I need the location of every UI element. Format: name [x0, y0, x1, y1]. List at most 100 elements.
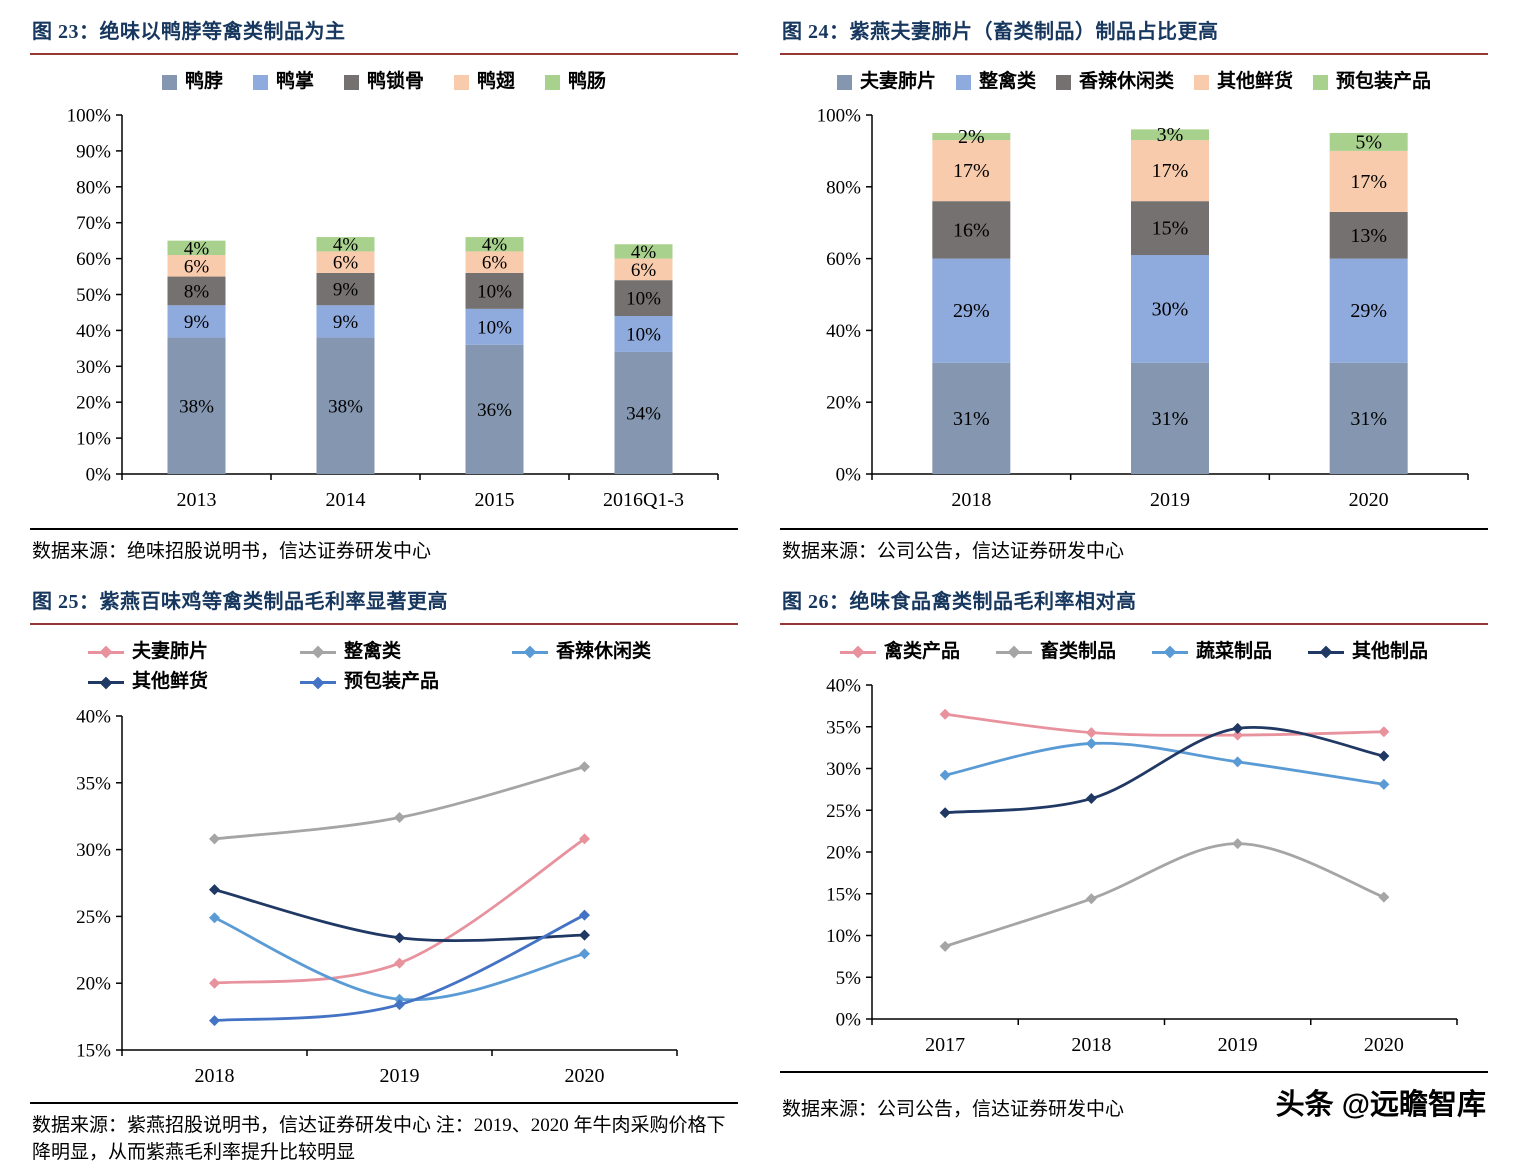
y-axis-label: 15% — [826, 885, 861, 906]
legend-item-鸭肠: 鸭肠 — [545, 67, 606, 97]
x-axis-label: 2020 — [1364, 1034, 1404, 1056]
legend-diamond-icon — [311, 645, 325, 659]
legend-label: 蔬菜制品 — [1196, 640, 1273, 662]
legend-label: 其他制品 — [1352, 640, 1429, 662]
y-axis-label: 0% — [86, 465, 112, 486]
figure-26-source: 数据来源：公司公告，信达证券研发中心 — [782, 1098, 1125, 1120]
bar-value-label: 3% — [1157, 125, 1184, 147]
bar-segment — [1329, 151, 1408, 213]
x-axis-label: 2018 — [1071, 1034, 1111, 1056]
x-axis-label: 2020 — [1349, 489, 1389, 511]
y-axis-label: 20% — [826, 393, 861, 414]
bar-segment — [465, 345, 524, 475]
bar-segment — [932, 258, 1011, 364]
legend-line-marker-icon — [995, 645, 1032, 659]
bar-value-label: 30% — [1152, 299, 1189, 321]
bar-value-label: 31% — [1152, 408, 1189, 430]
legend-line-marker-icon — [300, 676, 336, 689]
bar-value-label: 38% — [179, 397, 214, 418]
legend-item-预包装产品: 预包装产品 — [300, 667, 512, 697]
bar-value-label: 4% — [631, 242, 657, 263]
legend-label: 香辣休闲类 — [1078, 71, 1174, 92]
legend-item-整禽类: 整禽类 — [955, 67, 1036, 97]
legend-diamond-icon — [1163, 645, 1177, 659]
legend-swatch-icon — [161, 74, 177, 90]
bar-value-label: 9% — [184, 312, 210, 333]
y-axis-label: 20% — [826, 843, 861, 864]
data-point-marker — [579, 760, 590, 772]
bar-value-label: 6% — [482, 253, 508, 274]
legend-item-鸭脖: 鸭脖 — [161, 67, 223, 97]
figure-24-legend: 夫妻肺片 整禽类 香辣休闲类 其他鲜货 预包装产品 — [780, 55, 1488, 99]
bar-value-label: 38% — [328, 397, 363, 418]
legend-item-其他鲜货: 其他鲜货 — [88, 667, 300, 697]
bar-value-label: 10% — [626, 289, 661, 310]
line-series — [943, 713, 1386, 738]
bar-segment — [465, 251, 524, 274]
bar-value-label: 15% — [1152, 218, 1189, 240]
legend-swatch-icon — [545, 74, 561, 90]
bar-segment — [167, 305, 226, 338]
data-point-marker — [1378, 779, 1390, 791]
legend-item-禽类产品: 禽类产品 — [839, 637, 960, 667]
report-page: 图 23：绝味以鸭脖等禽类制品为主 鸭脖 鸭掌 鸭锁骨 鸭翅 鸭肠 0% 10% 20% 30… — [30, 10, 1488, 1163]
legend-item-香辣休闲类: 香辣休闲类 — [512, 637, 724, 667]
bar-value-label: 29% — [1350, 301, 1387, 323]
line-series — [213, 765, 586, 841]
data-point-marker — [1378, 726, 1390, 738]
y-axis-label: 25% — [826, 801, 861, 822]
y-axis-label: 10% — [826, 926, 861, 947]
bar-segment — [614, 316, 673, 353]
bar-value-label: 36% — [477, 400, 512, 421]
data-point-marker — [209, 833, 220, 845]
y-axis-label: 20% — [76, 393, 111, 414]
legend-swatch-icon — [252, 74, 268, 90]
bar-segment — [316, 337, 375, 475]
legend-label: 夫妻肺片 — [132, 640, 209, 662]
legend-diamond-icon — [99, 645, 113, 659]
y-axis-label: 25% — [76, 907, 111, 928]
legend-diamond-icon — [99, 676, 113, 689]
bar-value-label: 17% — [1152, 161, 1189, 183]
legend-label: 预包装产品 — [1336, 71, 1432, 92]
y-axis-label: 90% — [76, 142, 111, 163]
figure-23-legend: 鸭脖 鸭掌 鸭锁骨 鸭翅 鸭肠 — [30, 55, 738, 99]
bar-value-label: 9% — [333, 312, 359, 333]
bar-segment — [1131, 201, 1209, 256]
data-point-marker — [1378, 750, 1390, 762]
legend-label: 鸭脖 — [184, 71, 223, 92]
x-axis-label: 2018 — [951, 489, 991, 511]
legend-label: 禽类产品 — [883, 640, 960, 662]
legend-diamond-icon — [311, 676, 325, 689]
x-axis-label: 2014 — [326, 489, 366, 511]
y-axis-label: 100% — [67, 106, 112, 127]
figure-24-source: 数据来源：公司公告，信达证券研发中心 — [782, 541, 1125, 563]
y-axis-label: 35% — [826, 718, 861, 739]
line-chart-svg: 0% 5% 10% 15% 20% 25% 30% 35% 40% 2017 2018 2019 202… — [826, 676, 1458, 1056]
bar-value-label: 9% — [333, 280, 359, 301]
x-axis-label: 2015 — [475, 489, 515, 511]
watermark: 头条 @远瞻智库 — [1275, 1089, 1486, 1122]
y-axis-label: 40% — [76, 706, 111, 727]
data-point-marker — [939, 770, 951, 782]
y-axis-label: 0% — [836, 465, 862, 486]
legend-item-香辣休闲类: 香辣休闲类 — [1055, 67, 1174, 97]
figure-24-title: 图 24：紫燕夫妻肺片（畜类制品）制品占比更高 — [780, 10, 1488, 55]
legend-item-其他制品: 其他制品 — [1308, 637, 1428, 667]
data-point-marker — [209, 1014, 220, 1026]
data-point-marker — [579, 948, 590, 960]
y-axis-label: 30% — [76, 840, 111, 861]
line-series — [943, 842, 1386, 949]
figure-23-source-row: 数据来源：绝味招股说明书，信达证券研发中心 — [30, 528, 738, 570]
legend-item-鸭掌: 鸭掌 — [252, 67, 314, 97]
x-axis-label: 2019 — [1218, 1034, 1258, 1056]
legend-diamond-icon — [523, 645, 537, 659]
figure-24-source-row: 数据来源：公司公告，信达证券研发中心 — [780, 528, 1488, 570]
bar-segment — [1131, 363, 1209, 475]
y-axis-label: 60% — [826, 249, 861, 270]
legend-swatch-icon — [1055, 74, 1071, 90]
data-point-marker — [394, 957, 405, 969]
figure-26-chart: 0% 5% 10% 15% 20% 25% 30% 35% 40% 2017 2018 2019 202… — [780, 671, 1488, 1069]
x-axis-label: 2019 — [1150, 489, 1190, 511]
y-axis-label: 80% — [826, 178, 861, 199]
